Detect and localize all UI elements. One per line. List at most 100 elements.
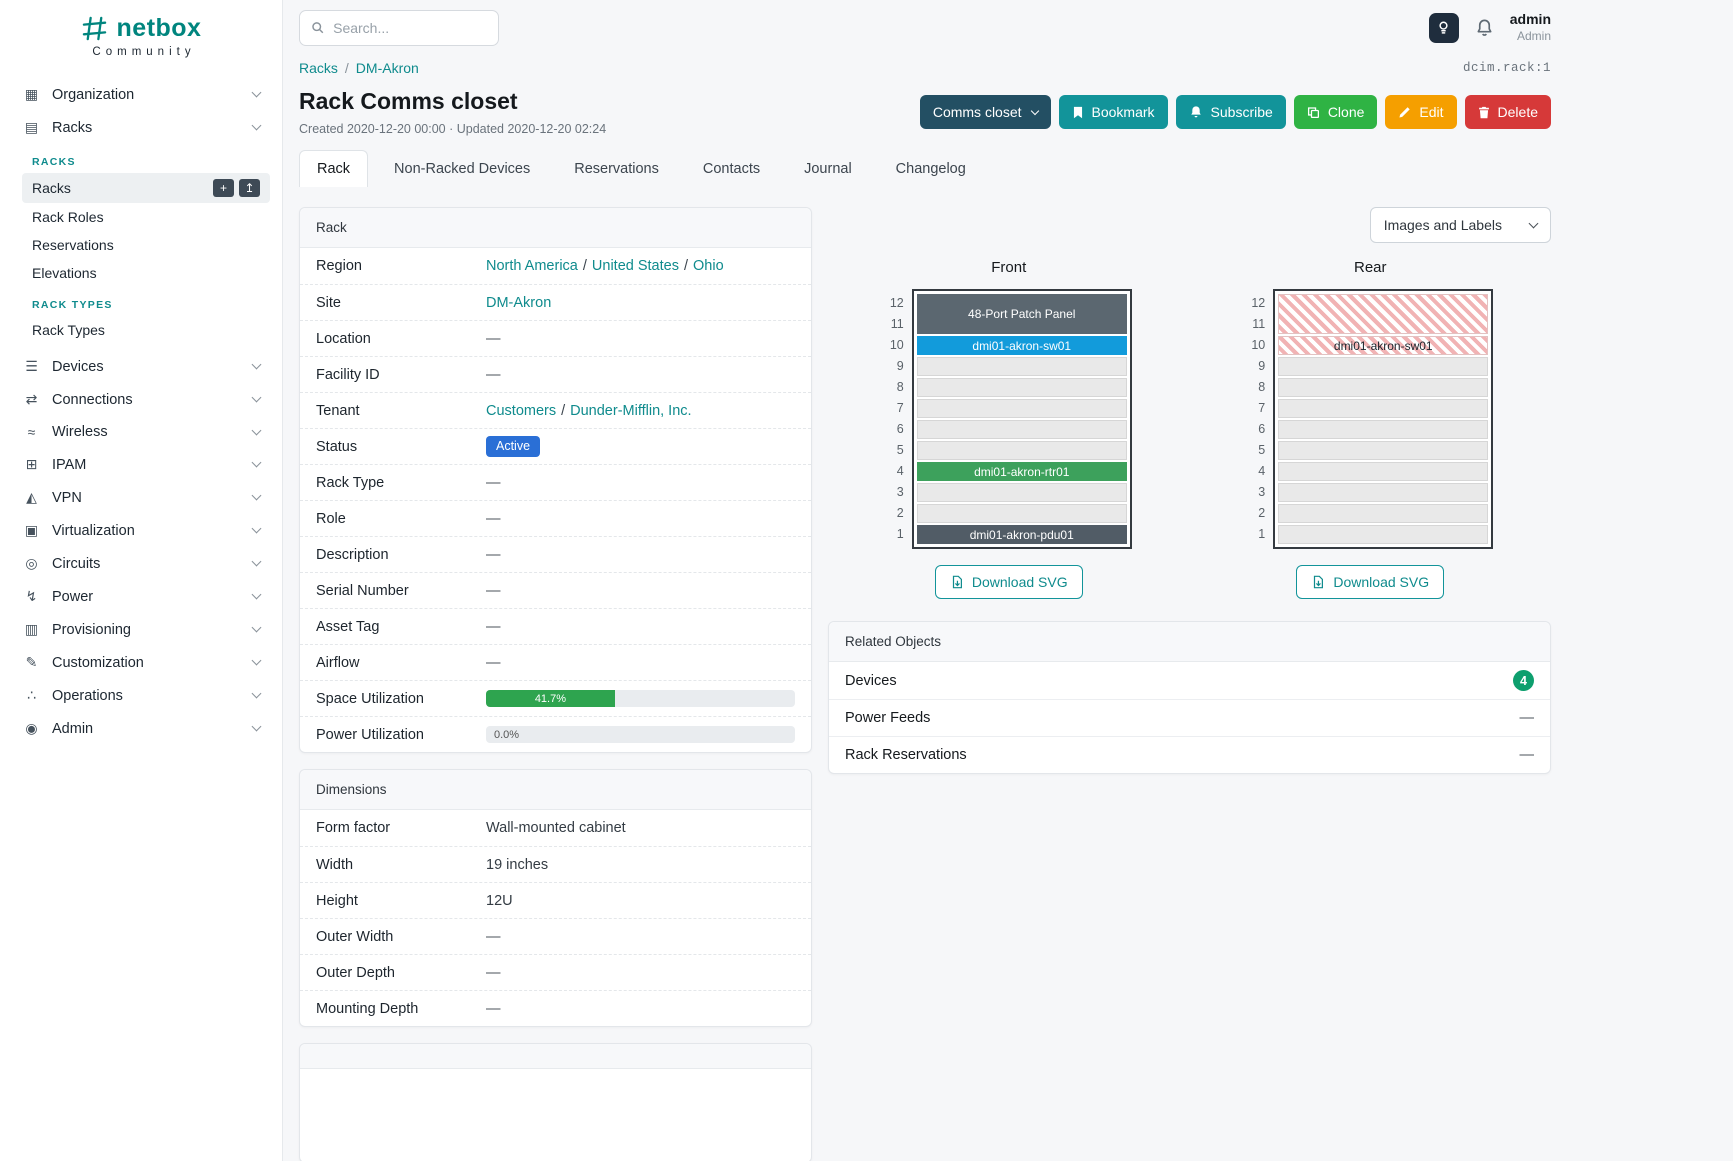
rack-unit-empty[interactable]: [1278, 441, 1489, 460]
trash-icon: [1478, 106, 1490, 119]
breadcrumb-link-site[interactable]: DM-Akron: [355, 60, 419, 76]
tab-changelog[interactable]: Changelog: [895, 161, 966, 177]
chevron-down-icon: [251, 589, 262, 600]
brand-tagline: Community: [92, 46, 196, 58]
link-customers[interactable]: Customers: [486, 402, 557, 419]
sidebar-group-organization[interactable]: ▦ Organization: [12, 78, 270, 111]
clone-button[interactable]: Clone: [1293, 95, 1378, 129]
sidebar-item-rack-roles[interactable]: Rack Roles: [22, 203, 270, 231]
sidebar-group-circuits[interactable]: ◎ Circuits: [12, 547, 270, 580]
rack-unit-empty[interactable]: [1278, 462, 1489, 481]
rack-unit-empty[interactable]: [916, 357, 1127, 376]
sidebar-item-reservations[interactable]: Reservations: [22, 231, 270, 259]
import-button[interactable]: ↥: [239, 179, 260, 197]
unit-number: 11: [890, 317, 904, 331]
edit-button[interactable]: Edit: [1385, 95, 1457, 129]
rack-unit-empty[interactable]: [1278, 504, 1489, 523]
rack-unit-device[interactable]: dmi01-akron-pdu01: [916, 525, 1127, 544]
attr-value: Customers / Dunder-Mifflin, Inc.: [486, 403, 795, 419]
chevron-down-icon: [251, 655, 262, 666]
subscribe-button[interactable]: Subscribe: [1175, 95, 1286, 129]
sidebar-item-racks[interactable]: Racks + ↥: [22, 173, 270, 203]
rack-unit-empty[interactable]: [916, 504, 1127, 523]
unit-numbers-front: 12 11 10 9 8 7 6 5 4 3 2 1: [886, 293, 912, 549]
dimensions-card: Dimensions Form factor Wall-mounted cabin…: [299, 769, 812, 1027]
rack-unit-empty[interactable]: [1278, 525, 1489, 544]
sidebar-group-virtualization[interactable]: ▣ Virtualization: [12, 514, 270, 547]
tab-contacts[interactable]: Contacts: [702, 161, 761, 177]
rack-unit-empty[interactable]: [916, 483, 1127, 502]
link-dm-akron[interactable]: DM-Akron: [486, 294, 552, 311]
sidebar-group-provisioning[interactable]: ▥ Provisioning: [12, 613, 270, 646]
rack-unit-empty[interactable]: [916, 399, 1127, 418]
attr-row-form-factor: Form factor Wall-mounted cabinet: [300, 810, 811, 846]
rack-unit-empty[interactable]: [1278, 483, 1489, 502]
link-dunder-mifflin-inc[interactable]: Dunder-Mifflin, Inc.: [570, 402, 692, 419]
rack-unit-device[interactable]: dmi01-akron-sw01: [916, 336, 1127, 355]
delete-button[interactable]: Delete: [1464, 95, 1551, 129]
search-input[interactable]: [333, 19, 487, 36]
rack-unit-empty[interactable]: [1278, 399, 1489, 418]
link-ohio[interactable]: Ohio: [693, 258, 724, 274]
tab-journal[interactable]: Journal: [804, 161, 852, 177]
netbox-logo[interactable]: netbox Community: [0, 0, 282, 62]
rack-unit-empty[interactable]: [916, 420, 1127, 439]
sidebar-item-rack-types[interactable]: Rack Types: [22, 316, 270, 344]
sidebar-group-vpn[interactable]: ◭ VPN: [12, 481, 270, 514]
elevation-front: Front 12 11 10 9 8 7 6 5 4 3 2 1 48-Port Patch Pane…: [886, 259, 1132, 599]
sidebar-group-label: Operations: [52, 687, 123, 704]
chevron-down-icon: [251, 425, 262, 435]
attr-text: —: [486, 366, 501, 383]
rack-unit-device[interactable]: dmi01-akron-rtr01: [916, 462, 1127, 481]
bell-icon: [1189, 105, 1203, 119]
sidebar-group-customization[interactable]: ✎ Customization: [12, 646, 270, 679]
rack-unit-empty[interactable]: [1278, 420, 1489, 439]
next-card-header: [300, 1044, 811, 1069]
sidebar-item-elevations[interactable]: Elevations: [22, 259, 270, 287]
attr-text: —: [486, 330, 501, 347]
breadcrumb-link-racks[interactable]: Racks: [299, 60, 338, 76]
vpn-icon: ◭: [26, 489, 37, 505]
rack-unit-empty[interactable]: [916, 378, 1127, 397]
sidebar-group-wireless[interactable]: ≈ Wireless: [12, 416, 270, 448]
sidebar-nav: ▦ Organization ▤ Racks RACKS Racks + ↥ Rack Role…: [0, 62, 282, 761]
link-united-states[interactable]: United States: [591, 258, 679, 274]
user-menu[interactable]: admin Admin: [1510, 11, 1551, 44]
sidebar-group-power[interactable]: ↯ Power: [12, 580, 270, 613]
sidebar-group-admin[interactable]: ◉ Admin: [12, 712, 270, 745]
sidebar-group-devices[interactable]: ☰ Devices: [12, 350, 270, 383]
comms-closet-dropdown[interactable]: Comms closet: [919, 95, 1051, 129]
related-row-devices[interactable]: Devices 4: [829, 662, 1550, 699]
rack-unit-empty[interactable]: [1278, 378, 1489, 397]
wireless-icon: ≈: [27, 424, 36, 440]
add-button[interactable]: +: [213, 179, 234, 197]
tab-rack[interactable]: Rack: [299, 150, 369, 187]
rack-unit-empty[interactable]: [1278, 357, 1489, 376]
sidebar-group-label: Provisioning: [52, 621, 131, 638]
link-north-america[interactable]: North America: [486, 258, 578, 274]
download-svg-rear-button[interactable]: Download SVG: [1296, 565, 1445, 599]
rack-unit-ghost: [1278, 294, 1489, 334]
sidebar-group-connections[interactable]: ⇄ Connections: [12, 383, 270, 416]
notifications-bell-icon[interactable]: [1475, 18, 1494, 37]
related-row-power-feeds[interactable]: Power Feeds —: [829, 699, 1550, 736]
rack-unit-empty[interactable]: [916, 441, 1127, 460]
dark-mode-toggle-button[interactable]: [1428, 12, 1459, 43]
tab-non-racked-devices[interactable]: Non-Racked Devices: [394, 161, 531, 177]
sidebar-group-operations[interactable]: ∴ Operations: [12, 679, 270, 712]
attr-row-description: Description —: [300, 536, 811, 572]
sidebar-group-label: Admin: [52, 720, 94, 737]
tab-reservations[interactable]: Reservations: [574, 161, 659, 177]
attr-label: Role: [316, 510, 346, 527]
download-svg-front-button[interactable]: Download SVG: [934, 565, 1083, 599]
sidebar-group-racks[interactable]: ▤ Racks: [12, 111, 270, 144]
related-row-rack-reservations[interactable]: Rack Reservations —: [829, 736, 1550, 773]
attr-value: —: [486, 511, 795, 527]
count-badge: 4: [1513, 670, 1534, 691]
elevation-rear-title: Rear: [1353, 259, 1387, 276]
sidebar-group-ipam[interactable]: ⊞ IPAM: [12, 448, 270, 481]
attr-text: 12U: [486, 892, 513, 909]
images-labels-select[interactable]: Images and Labels: [1369, 207, 1551, 243]
bookmark-button[interactable]: Bookmark: [1058, 95, 1168, 129]
rack-unit-device[interactable]: 48-Port Patch Panel: [916, 294, 1127, 334]
